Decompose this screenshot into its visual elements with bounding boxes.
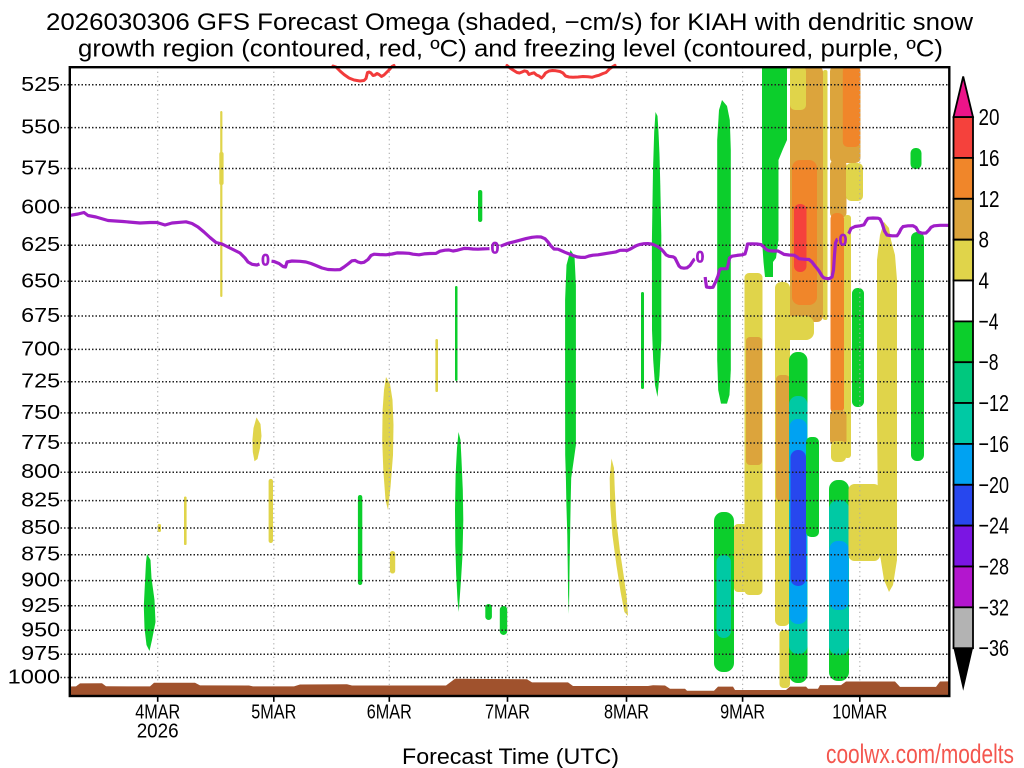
svg-text:1000: 1000 <box>8 667 61 689</box>
svg-text:975: 975 <box>21 643 60 665</box>
svg-text:2026030306 GFS Forecast Omega: 2026030306 GFS Forecast Omega (shaded, −… <box>46 9 974 36</box>
svg-text:9MAR: 9MAR <box>720 702 765 724</box>
svg-text:−16: −16 <box>979 431 1010 457</box>
svg-text:650: 650 <box>21 270 60 292</box>
svg-text:700: 700 <box>21 338 60 360</box>
svg-text:775: 775 <box>21 432 60 454</box>
svg-text:575: 575 <box>21 158 60 180</box>
svg-text:0: 0 <box>839 231 848 250</box>
svg-text:875: 875 <box>21 544 60 566</box>
svg-text:12: 12 <box>979 186 1000 212</box>
svg-text:525: 525 <box>21 74 60 96</box>
svg-text:625: 625 <box>21 234 60 256</box>
svg-text:8: 8 <box>979 227 990 253</box>
svg-text:2026: 2026 <box>137 721 179 743</box>
svg-text:675: 675 <box>21 305 60 327</box>
svg-text:725: 725 <box>21 371 60 393</box>
svg-text:0: 0 <box>491 239 500 258</box>
svg-text:825: 825 <box>21 490 60 512</box>
svg-text:coolwx.com/modelts: coolwx.com/modelts <box>826 739 1014 768</box>
svg-text:900: 900 <box>21 570 60 592</box>
svg-text:5MAR: 5MAR <box>251 702 296 724</box>
svg-text:7MAR: 7MAR <box>485 702 530 724</box>
svg-text:750: 750 <box>21 402 60 424</box>
svg-text:4: 4 <box>979 268 990 294</box>
svg-text:0: 0 <box>696 248 705 267</box>
svg-text:−12: −12 <box>979 390 1010 416</box>
svg-text:−28: −28 <box>979 554 1010 580</box>
svg-text:−24: −24 <box>979 513 1010 539</box>
svg-text:−4: −4 <box>979 308 999 334</box>
svg-text:4MAR: 4MAR <box>135 702 180 724</box>
svg-text:0: 0 <box>261 251 270 270</box>
svg-text:550: 550 <box>21 117 60 139</box>
svg-text:850: 850 <box>21 517 60 539</box>
svg-text:600: 600 <box>21 197 60 219</box>
svg-text:6MAR: 6MAR <box>367 702 412 724</box>
svg-text:8MAR: 8MAR <box>604 702 649 724</box>
svg-text:950: 950 <box>21 619 60 641</box>
svg-text:−8: −8 <box>979 349 999 375</box>
svg-text:10MAR: 10MAR <box>832 702 887 724</box>
svg-text:−32: −32 <box>979 594 1010 620</box>
svg-text:16: 16 <box>979 145 1000 171</box>
svg-text:−20: −20 <box>979 472 1010 498</box>
svg-text:20: 20 <box>979 104 1000 130</box>
svg-text:−36: −36 <box>979 635 1010 661</box>
svg-text:growth region (contoured, red,: growth region (contoured, red, ºC) and f… <box>78 36 943 63</box>
svg-text:925: 925 <box>21 595 60 617</box>
svg-text:Forecast Time (UTC): Forecast Time (UTC) <box>402 744 619 768</box>
svg-text:800: 800 <box>21 461 60 483</box>
